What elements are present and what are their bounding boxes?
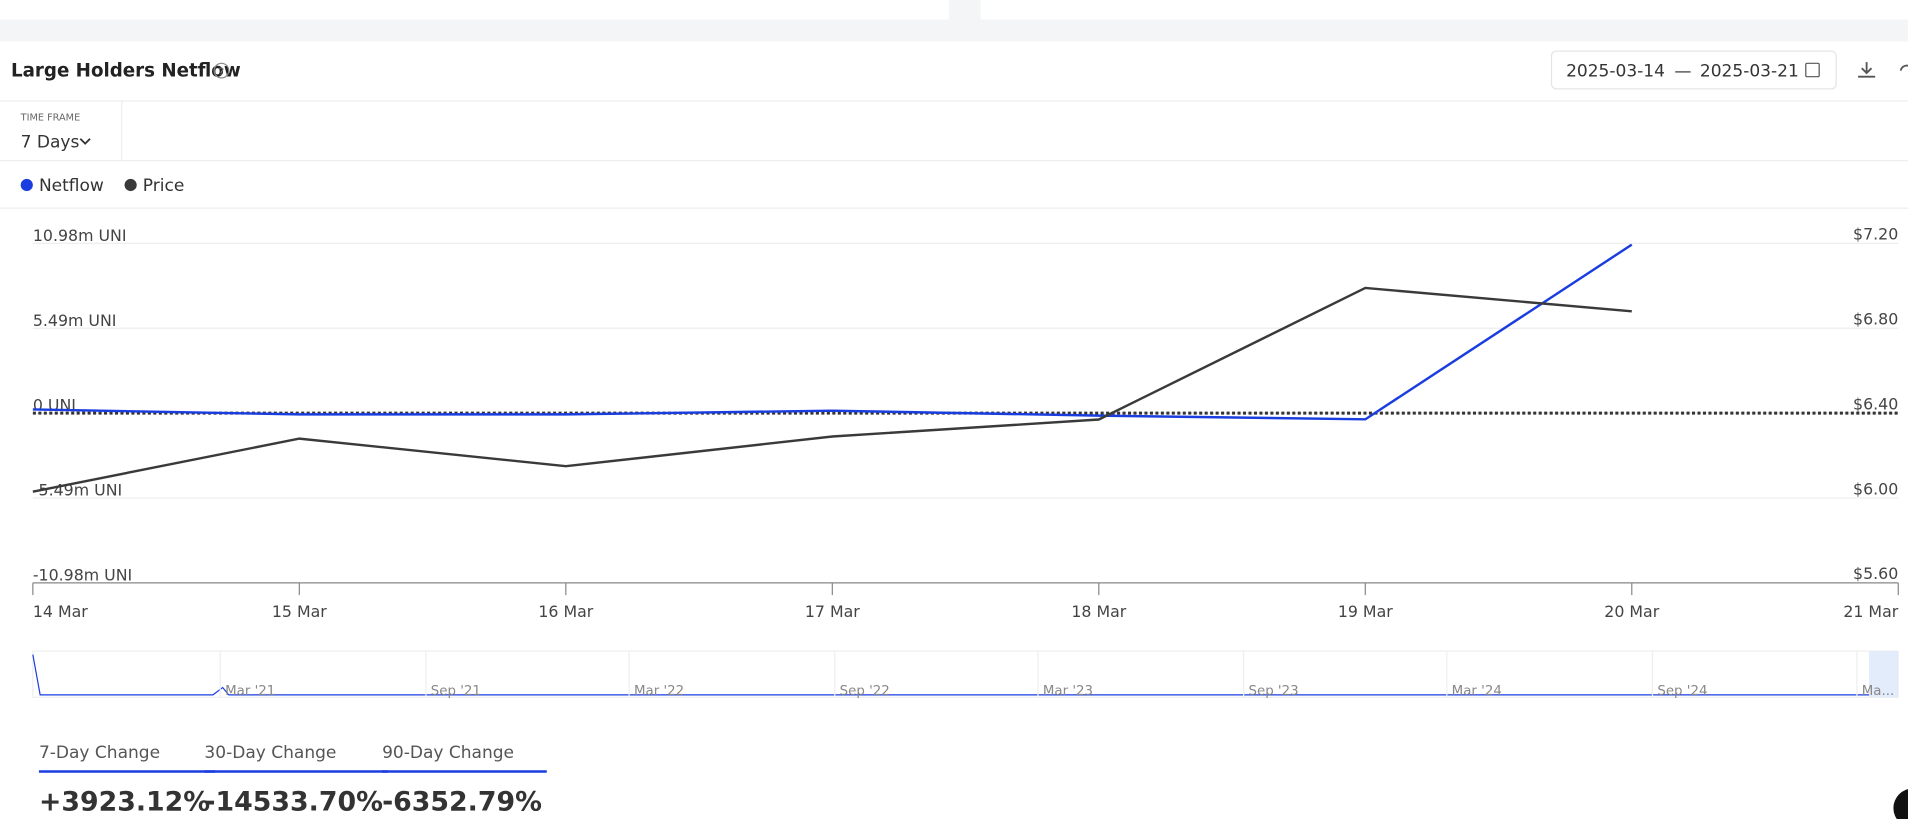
chat-button[interactable] (1893, 789, 1908, 819)
navigator-label: Sep '22 (840, 684, 890, 699)
timeframe-label: TIME FRAME (20, 113, 81, 124)
x-tick-label: 17 Mar (805, 602, 860, 621)
change-label: 90-Day Change (382, 743, 514, 763)
download-icon[interactable] (1858, 62, 1876, 78)
y-tick-label: 5.49m UNI (33, 311, 117, 330)
panel-title: Large Holders Netflow (11, 61, 241, 82)
y-tick-label: 10.98m UNI (33, 226, 127, 245)
y2-tick-label: $5.60 (1853, 564, 1898, 583)
navigator-window[interactable] (1869, 651, 1899, 698)
legend-swatch (124, 178, 137, 192)
change-value: -14533.70% (204, 786, 382, 817)
y-tick-label: -5.49m UNI (33, 481, 122, 500)
series-line (32, 243, 1633, 421)
top-card (980, 0, 1908, 20)
timeframe-value[interactable]: 7 Days (21, 132, 80, 152)
share-icon[interactable] (1899, 64, 1908, 71)
navigator-label: Mar '21 (225, 684, 275, 699)
navigator-label: Sep '24 (1657, 684, 1707, 699)
change-label: 7-Day Change (39, 743, 160, 763)
y2-tick-label: $6.40 (1853, 395, 1898, 414)
help-icon[interactable] (213, 62, 230, 79)
navigator-label: Mar '23 (1043, 684, 1093, 699)
y-tick-label: -10.98m UNI (33, 565, 132, 584)
date-sep: — (1674, 62, 1691, 82)
legend-label: Netflow (39, 176, 104, 196)
legend-swatch (20, 178, 33, 192)
help-glyph: ? (219, 65, 225, 78)
navigator-label: Mar '24 (1452, 684, 1502, 699)
navigator-label: Sep '23 (1248, 684, 1298, 699)
navigator-label: Sep '21 (431, 684, 481, 699)
navigator-label: Mar '22 (634, 684, 684, 699)
x-tick-label: 16 Mar (538, 602, 593, 621)
series-line (32, 286, 1632, 493)
x-tick-label: 15 Mar (272, 602, 327, 621)
x-tick-label: 14 Mar (33, 602, 88, 621)
date-to: 2025-03-21 (1700, 62, 1799, 82)
y2-tick-label: $6.00 (1853, 479, 1898, 498)
calendar-icon[interactable] (1805, 62, 1820, 78)
date-picker[interactable] (1550, 50, 1837, 90)
navigator[interactable] (32, 650, 1899, 698)
x-tick-label: 21 Mar (1843, 602, 1898, 621)
x-tick-label: 19 Mar (1338, 602, 1393, 621)
top-card (0, 0, 950, 20)
navigator-label: Ma... (1862, 684, 1895, 699)
navigator-line (32, 654, 1870, 696)
legend-label: Price (143, 176, 185, 196)
change-label: 30-Day Change (204, 743, 336, 763)
change-value: +3923.12% (39, 786, 210, 817)
y2-tick-label: $7.20 (1853, 225, 1898, 244)
y2-tick-label: $6.80 (1853, 310, 1898, 329)
change-value: -6352.79% (382, 786, 542, 817)
dropdown-icon (79, 138, 91, 145)
x-tick-label: 20 Mar (1604, 602, 1659, 621)
x-tick-label: 18 Mar (1071, 602, 1126, 621)
date-from: 2025-03-14 (1566, 62, 1665, 82)
